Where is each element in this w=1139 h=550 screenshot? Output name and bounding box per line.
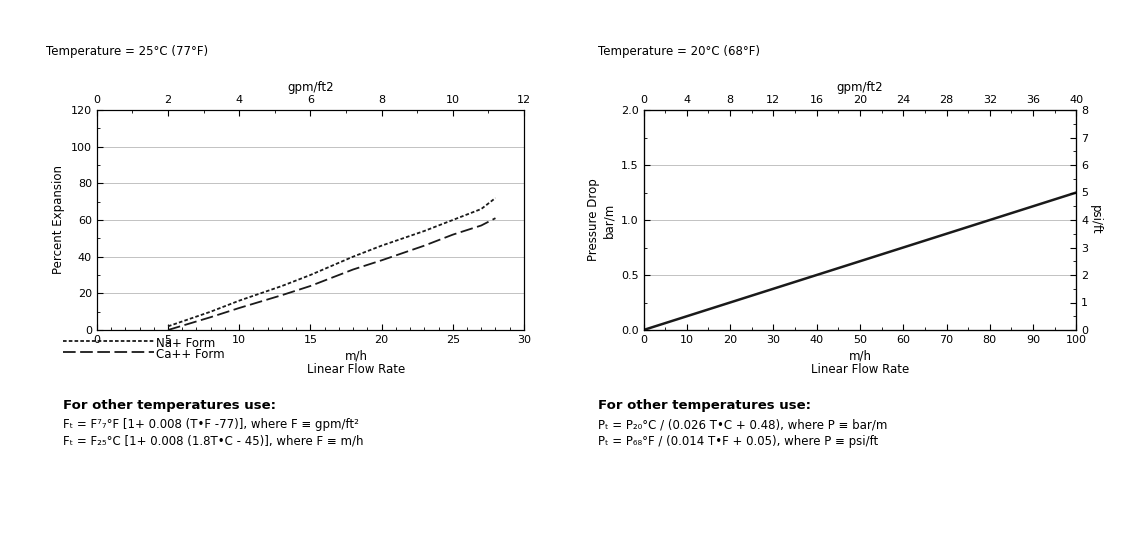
X-axis label: gpm/ft2: gpm/ft2 <box>287 81 334 94</box>
Text: m/h: m/h <box>849 349 871 362</box>
Text: Temperature = 25°C (77°F): Temperature = 25°C (77°F) <box>46 45 207 58</box>
Text: Temperature = 20°C (68°F): Temperature = 20°C (68°F) <box>598 45 760 58</box>
Text: Pₜ = P₆₈°F / (0.014 T•F + 0.05), where P ≡ psi/ft: Pₜ = P₆₈°F / (0.014 T•F + 0.05), where P… <box>598 434 878 448</box>
Text: Ca++ Form: Ca++ Form <box>156 348 224 361</box>
Y-axis label: psi/ft: psi/ft <box>1089 205 1103 235</box>
Y-axis label: Pressure Drop
bar/m: Pressure Drop bar/m <box>588 179 615 261</box>
Text: Linear Flow Rate: Linear Flow Rate <box>811 363 909 376</box>
Text: Fₜ = F₂₅°C [1+ 0.008 (1.8T•C - 45)], where F ≡ m/h: Fₜ = F₂₅°C [1+ 0.008 (1.8T•C - 45)], whe… <box>63 434 363 448</box>
Text: Pₜ = P₂₀°C / (0.026 T•C + 0.48), where P ≡ bar/m: Pₜ = P₂₀°C / (0.026 T•C + 0.48), where P… <box>598 418 887 431</box>
Text: Fₜ = F⁷₇°F [1+ 0.008 (T•F -77)], where F ≡ gpm/ft²: Fₜ = F⁷₇°F [1+ 0.008 (T•F -77)], where F… <box>63 418 359 431</box>
Text: m/h: m/h <box>344 349 368 362</box>
Y-axis label: Percent Expansion: Percent Expansion <box>52 166 65 274</box>
Text: Linear Flow Rate: Linear Flow Rate <box>306 363 405 376</box>
Text: Na+ Form: Na+ Form <box>156 337 215 350</box>
Text: For other temperatures use:: For other temperatures use: <box>63 399 276 412</box>
X-axis label: gpm/ft2: gpm/ft2 <box>837 81 883 94</box>
Text: For other temperatures use:: For other temperatures use: <box>598 399 811 412</box>
